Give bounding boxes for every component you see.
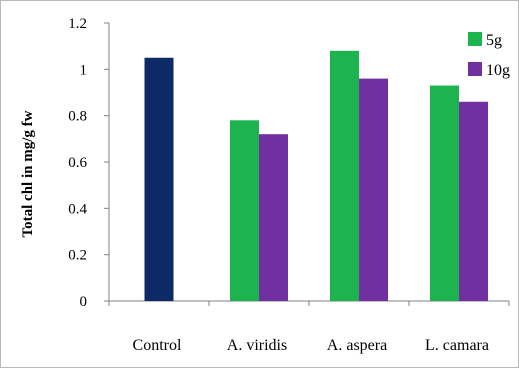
bar-control <box>144 57 174 301</box>
x-category-label: A. viridis <box>227 337 287 354</box>
bars <box>144 50 488 302</box>
bar-5g-l-camara <box>430 85 459 301</box>
y-tick-labels: 0 0.2 0.4 0.6 0.8 1 1.2 <box>68 16 87 310</box>
bar-5g-a-viridis <box>230 120 259 301</box>
legend-label-10g: 10g <box>486 62 510 79</box>
x-category-label: A. aspera <box>327 337 387 354</box>
x-category-labels: Control A. viridis A. aspera L. camara <box>133 337 489 354</box>
y-tick-label: 0.8 <box>68 109 87 125</box>
legend-swatch-10g <box>468 62 482 76</box>
y-tick-label: 0.6 <box>68 155 87 171</box>
y-tick-label: 0.4 <box>68 201 87 217</box>
y-axis-title: Total chl in mg/g fw <box>20 110 36 237</box>
y-tick-label: 1.2 <box>68 16 87 32</box>
bar-10g-a-viridis <box>259 134 288 301</box>
legend-label-5g: 5g <box>486 32 502 49</box>
x-category-label: Control <box>133 337 182 354</box>
legend-swatch-5g <box>468 32 482 46</box>
y-tick-label: 0 <box>80 294 88 310</box>
x-category-label: L. camara <box>425 337 489 354</box>
bar-10g-a-aspera <box>359 78 388 301</box>
bar-5g-a-aspera <box>330 50 359 301</box>
y-tick-label: 0.2 <box>68 248 87 264</box>
legend: 5g 10g <box>468 32 510 79</box>
bar-10g-l-camara <box>459 101 488 302</box>
y-tick-label: 1 <box>80 62 88 78</box>
